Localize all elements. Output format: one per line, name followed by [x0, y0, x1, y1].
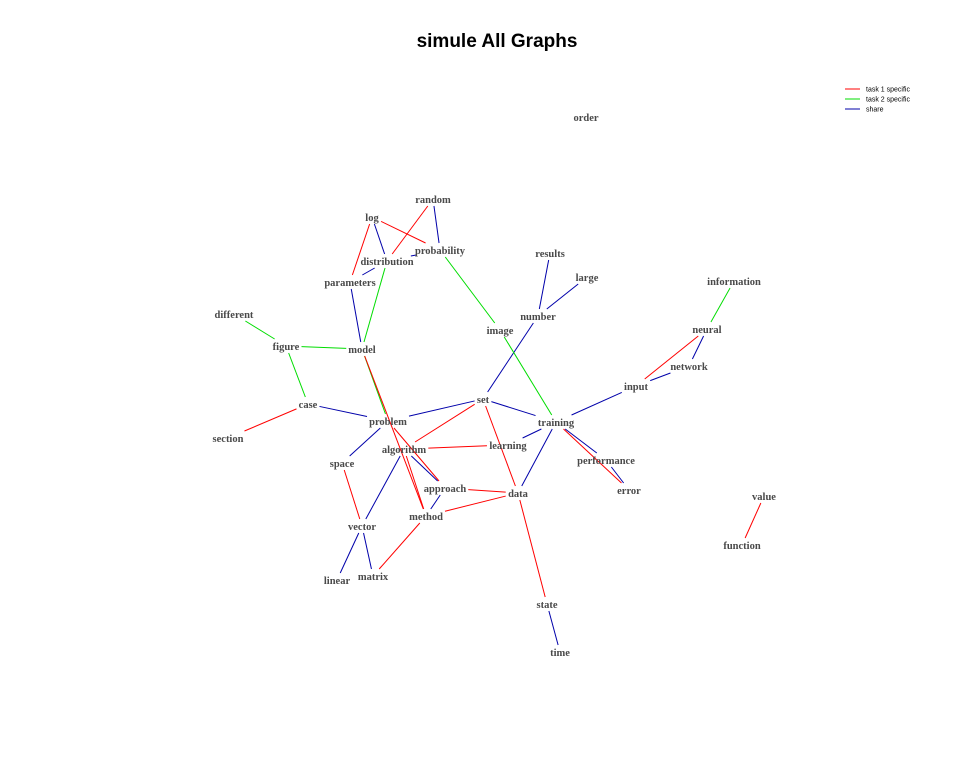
node-space: space: [330, 459, 355, 470]
node-random: random: [415, 195, 451, 206]
edge-probability-image: [445, 257, 495, 323]
edge-case-section: [244, 409, 296, 431]
node-algorithm: algorithm: [382, 445, 427, 456]
node-figure: figure: [273, 342, 300, 353]
edge-training-performance: [565, 429, 597, 453]
node-number: number: [520, 312, 556, 323]
legend-label-task1: task 1 specific: [866, 87, 910, 94]
node-log: log: [365, 213, 379, 224]
node-function: function: [723, 541, 761, 552]
edge-approach-method: [431, 495, 441, 509]
node-parameters: parameters: [324, 278, 375, 289]
graph-title: simule All Graphs: [417, 31, 578, 52]
edge-algorithm-learning: [428, 446, 487, 448]
edge-vector-linear: [340, 533, 359, 573]
legend-label-share: share: [866, 107, 884, 114]
node-value: value: [752, 492, 776, 503]
node-input: input: [624, 382, 648, 393]
edge-approach-data: [468, 490, 505, 493]
edge-parameters-model: [351, 289, 360, 342]
node-network: network: [670, 362, 707, 373]
edge-algorithm-approach: [411, 456, 437, 481]
node-method: method: [409, 512, 443, 523]
edge-figure-case: [289, 353, 306, 397]
node-set: set: [477, 395, 490, 406]
node-learning: learning: [489, 441, 527, 452]
edge-distribution-parameters: [362, 268, 374, 275]
edge-method-data: [445, 496, 506, 511]
edge-algorithm-method: [406, 456, 423, 509]
edge-large-number: [547, 284, 578, 309]
node-matrix: matrix: [358, 572, 389, 583]
node-different: different: [215, 310, 254, 321]
node-state: state: [537, 600, 558, 611]
node-model: model: [348, 345, 375, 356]
edge-value-function: [745, 503, 761, 538]
node-training: training: [538, 418, 575, 429]
node-time: time: [550, 648, 570, 659]
edge-set-problem: [409, 401, 475, 416]
edge-case-problem: [319, 406, 367, 416]
edge-network-input: [650, 373, 670, 381]
edge-method-matrix: [379, 523, 420, 569]
node-layer: order random log probabilitydistribution par…: [213, 113, 777, 659]
edge-training-learning: [523, 429, 542, 438]
edge-information-neural: [711, 288, 730, 322]
legend-label-task2: task 2 specific: [866, 97, 910, 104]
edge-set-algorithm: [415, 404, 475, 442]
node-neural: neural: [692, 325, 721, 336]
edge-set-training: [491, 402, 535, 416]
node-approach: approach: [424, 484, 467, 495]
node-vector: vector: [348, 522, 376, 533]
node-large: large: [576, 273, 599, 284]
node-problem: problem: [369, 417, 407, 428]
node-case: case: [299, 400, 318, 411]
edge-random-probability: [434, 206, 439, 243]
edge-layer: [244, 206, 760, 645]
node-information: information: [707, 277, 761, 288]
edge-problem-space: [350, 428, 381, 456]
edge-space-vector: [344, 470, 360, 519]
legend: task 1 specific task 2 specific share: [845, 87, 910, 114]
edge-figure-model: [301, 347, 346, 349]
node-results: results: [535, 249, 565, 260]
edge-training-data: [522, 429, 553, 486]
edge-different-figure: [245, 321, 274, 339]
node-order: order: [573, 113, 598, 124]
edge-algorithm-vector: [366, 456, 400, 519]
edge-log-distribution: [374, 224, 384, 254]
edge-state-time: [549, 611, 558, 645]
node-distribution: distribution: [360, 257, 413, 268]
node-section: section: [213, 434, 244, 445]
node-data: data: [508, 489, 529, 500]
node-error: error: [617, 486, 641, 497]
edge-data-state: [520, 500, 545, 597]
edge-image-training: [504, 337, 551, 415]
node-image: image: [487, 326, 514, 337]
node-performance: performance: [577, 456, 635, 467]
edge-input-training: [572, 392, 622, 415]
edge-vector-matrix: [364, 533, 372, 569]
node-probability: probability: [415, 246, 466, 257]
node-linear: linear: [324, 576, 351, 587]
edge-results-number: [539, 260, 548, 309]
edge-model-method: [365, 356, 424, 509]
